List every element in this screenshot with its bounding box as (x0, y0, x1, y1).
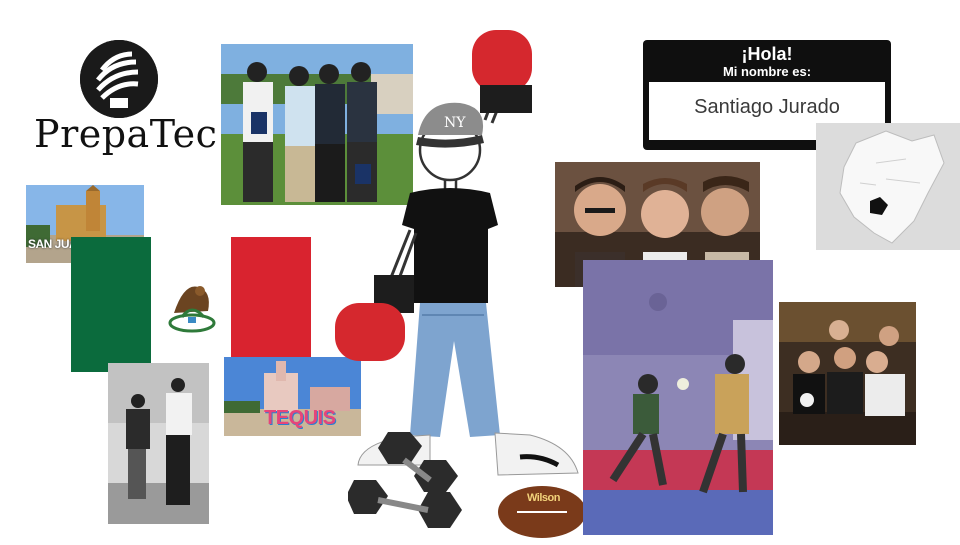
football-brand-label: Wilson (527, 492, 560, 504)
svg-text:NY: NY (444, 115, 466, 131)
mexican-coat-of-arms-icon (160, 273, 224, 337)
friends-restaurant-photo (779, 302, 916, 445)
boxing-gym-photo (583, 260, 773, 535)
name-tag-greeting: ¡Hola! (741, 44, 793, 64)
boxing-glove-top-icon (472, 30, 532, 113)
prepatec-logo-text: PrepaTec (34, 112, 218, 156)
tequisquiapan-photo: TEQUIS (224, 357, 361, 436)
prepatec-logo-icon (80, 40, 158, 118)
football-icon: Wilson (497, 480, 587, 540)
name-tag-subtitle: Mi nombre es: (722, 64, 812, 79)
boxing-glove-left-icon (335, 275, 414, 361)
tequis-sign: TEQUIS (264, 407, 336, 429)
flag-red-stripe (231, 237, 311, 357)
avatar-figure: NY (330, 25, 590, 485)
dumbbells-icon (346, 430, 466, 530)
flag-green-stripe (71, 237, 151, 372)
graduation-photo (221, 44, 413, 205)
name-tag-name: Santiago Jurado (694, 96, 840, 118)
queretaro-map (816, 123, 960, 250)
friends-bw-photo (108, 363, 209, 524)
